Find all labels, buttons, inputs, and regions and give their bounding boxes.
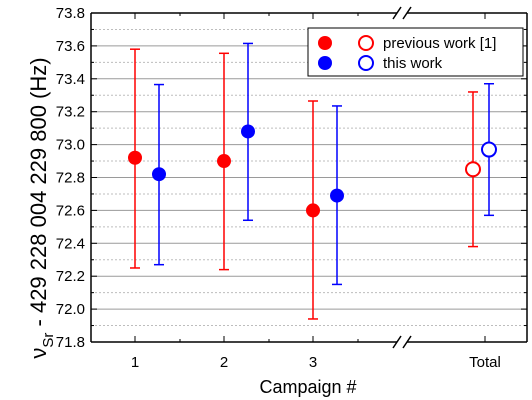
legend: previous work [1] this work xyxy=(307,27,524,77)
y-tick-label: 73.6 xyxy=(56,38,85,55)
legend-previous-filled-marker xyxy=(318,36,332,50)
legend-previous-label: previous work [1] xyxy=(383,35,496,52)
data-point xyxy=(241,124,255,139)
y-axis-label-sub: Sr xyxy=(40,333,57,348)
legend-box xyxy=(307,27,524,77)
y-axis-label: νSr - 429 228 004 229 800 (Hz) xyxy=(26,57,57,358)
axis-break-mark xyxy=(402,6,412,20)
y-tick-label: 73.0 xyxy=(56,137,85,154)
data-point xyxy=(481,141,497,158)
legend-this-label: this work xyxy=(383,55,443,72)
x-tick-label: Total xyxy=(469,354,501,371)
x-tick-label: 2 xyxy=(220,354,228,371)
axis-break-mark xyxy=(392,6,402,20)
y-tick-label: 73.8 xyxy=(56,5,85,22)
data-point xyxy=(128,150,142,165)
data-point xyxy=(330,188,344,203)
y-tick-label: 73.2 xyxy=(56,104,85,121)
data-point xyxy=(465,161,481,178)
y-axis-label-rest: - 429 228 004 229 800 (Hz) xyxy=(26,57,51,332)
y-tick-label: 72.0 xyxy=(56,301,85,318)
y-tick-label: 72.6 xyxy=(56,202,85,219)
y-tick-label: 72.8 xyxy=(56,170,85,187)
axis-break-mark xyxy=(392,335,402,349)
legend-previous-open-marker xyxy=(358,35,374,51)
legend-this-open-marker xyxy=(358,55,374,71)
data-marks xyxy=(128,42,497,320)
tick-labels: 71.8 72.0 72.2 72.4 72.6 72.8 73.0 73.2 73.4 73.6… xyxy=(56,5,501,371)
data-point xyxy=(217,154,231,169)
y-tick-label: 73.4 xyxy=(56,71,85,88)
y-tick-label: 71.8 xyxy=(56,334,85,351)
legend-this-filled-marker xyxy=(318,56,332,70)
y-tick-label: 72.4 xyxy=(56,235,85,252)
axes xyxy=(90,6,528,349)
y-axis-label-main: ν xyxy=(26,348,51,359)
x-axis-label: Campaign # xyxy=(259,377,356,397)
axis-break-mark xyxy=(402,335,412,349)
x-tick-label: 3 xyxy=(309,354,317,371)
x-tick-label: 1 xyxy=(131,354,139,371)
y-tick-label: 72.2 xyxy=(56,268,85,285)
data-point xyxy=(152,167,166,182)
data-point xyxy=(306,203,320,218)
